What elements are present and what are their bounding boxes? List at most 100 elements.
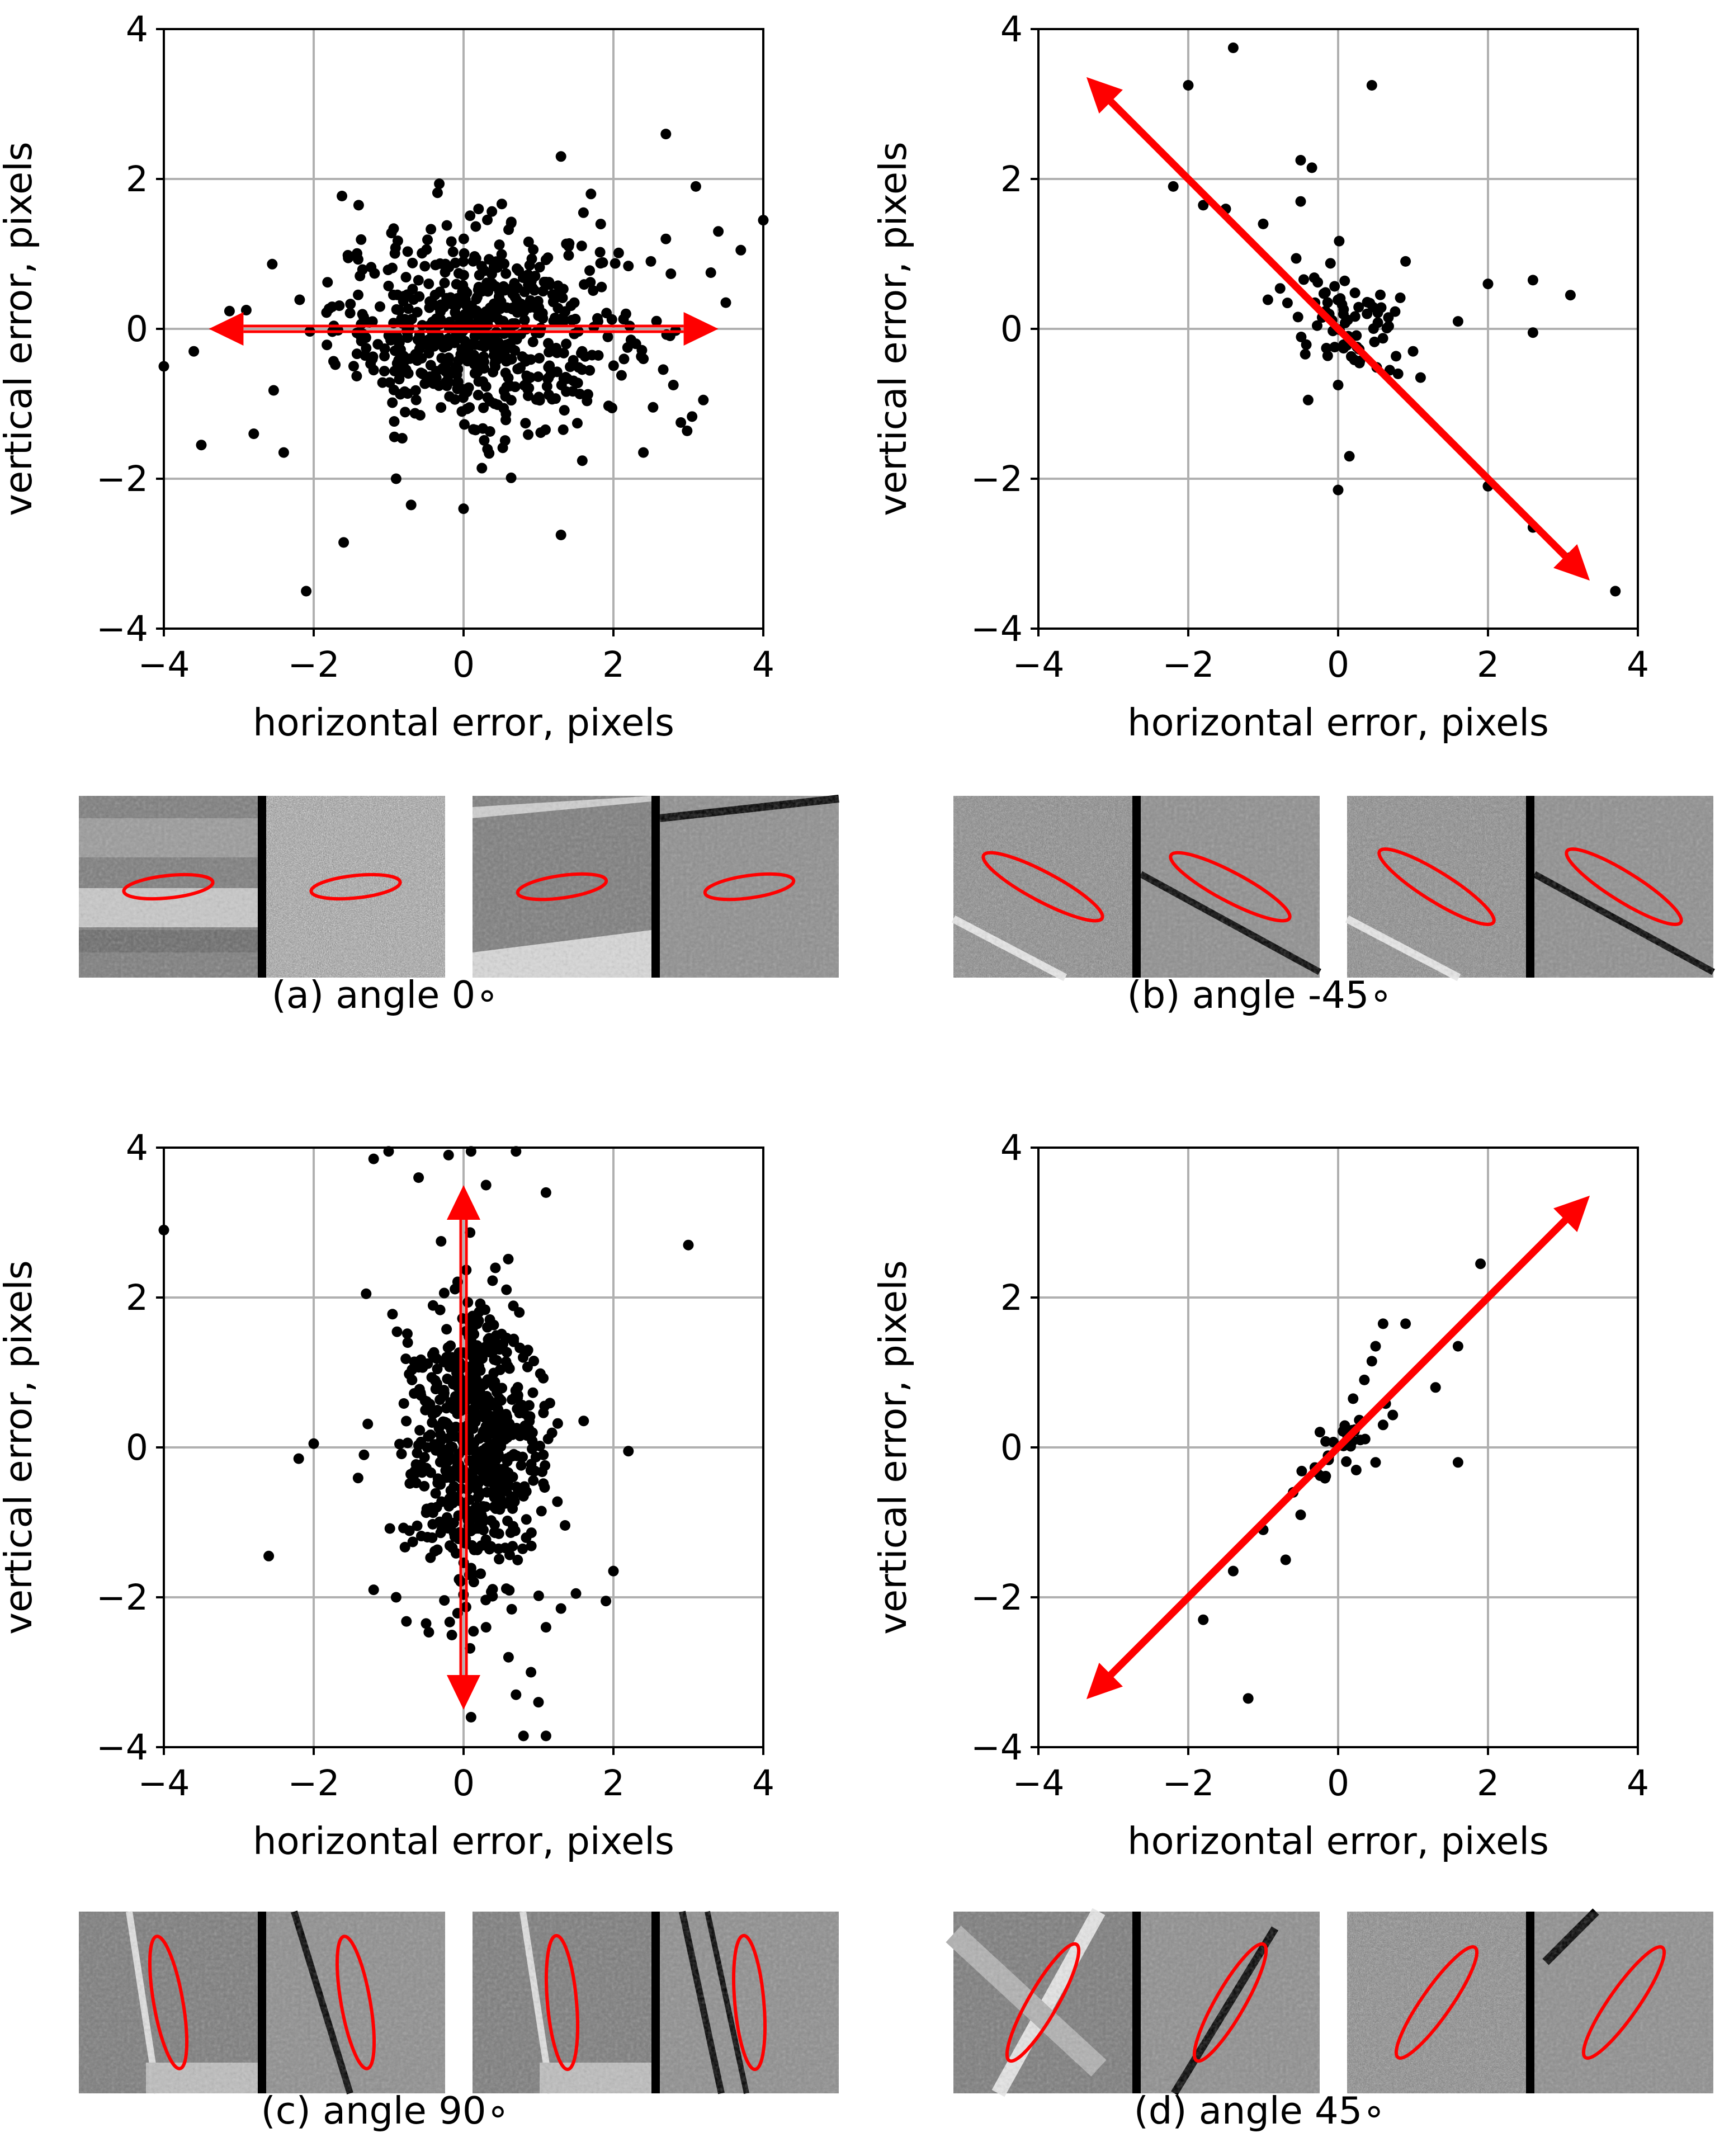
scatter-points	[1198, 1258, 1486, 1704]
data-point	[720, 297, 731, 308]
data-point	[379, 343, 390, 355]
data-point	[519, 380, 530, 391]
data-point	[442, 1342, 453, 1353]
uncertainty-ellipse	[516, 872, 608, 902]
data-point	[496, 249, 507, 260]
data-point	[466, 1455, 478, 1466]
data-point	[1362, 308, 1373, 319]
data-point	[528, 244, 539, 255]
y-tick-label: 4	[1000, 9, 1023, 50]
data-point	[522, 1344, 533, 1356]
x-tick-label: 0	[1327, 644, 1349, 685]
data-point	[473, 1353, 484, 1365]
y-tick-label: 2	[126, 159, 148, 200]
data-point	[476, 1502, 488, 1513]
thumbnail-grain	[79, 1912, 258, 2093]
data-point	[623, 261, 634, 272]
uncertainty-ellipse	[1377, 847, 1496, 926]
data-point	[540, 1187, 551, 1198]
data-point	[387, 397, 398, 408]
thumbnail-separator	[651, 796, 660, 978]
data-point	[462, 1297, 474, 1308]
data-point	[432, 1544, 443, 1555]
data-point	[607, 402, 618, 413]
data-point	[446, 236, 457, 247]
data-point	[368, 1584, 379, 1596]
scatter-points	[158, 129, 769, 597]
data-point	[594, 247, 606, 258]
data-point	[415, 1354, 427, 1365]
data-point	[443, 1501, 455, 1512]
y-axis-label: vertical error, pixels	[871, 1260, 915, 1634]
data-point	[368, 365, 379, 376]
data-point	[1282, 298, 1293, 309]
data-point	[458, 233, 469, 244]
data-point	[596, 281, 607, 293]
data-point	[353, 289, 364, 300]
data-point	[1370, 1457, 1381, 1468]
data-point	[570, 1588, 582, 1599]
data-point	[528, 1475, 539, 1486]
data-point	[263, 1550, 275, 1561]
data-point	[1322, 297, 1333, 308]
data-point	[429, 1375, 441, 1386]
x-axis-label: horizontal error, pixels	[1127, 701, 1549, 744]
data-point	[410, 394, 422, 405]
data-point	[558, 424, 569, 435]
data-point	[398, 1398, 409, 1409]
data-point	[432, 187, 443, 199]
data-point	[529, 302, 540, 313]
y-axis-label: vertical error, pixels	[0, 1260, 40, 1634]
data-point	[485, 1515, 497, 1526]
data-point	[440, 258, 451, 270]
data-point	[502, 1515, 513, 1526]
data-point	[514, 1307, 525, 1318]
data-point	[394, 1438, 405, 1450]
data-point	[1311, 320, 1322, 331]
data-point	[1298, 274, 1309, 285]
data-point	[489, 1527, 500, 1539]
data-point	[568, 355, 579, 366]
thumbnail-grain	[1534, 1912, 1713, 2093]
data-point	[338, 537, 349, 548]
thumbnail-image	[266, 1910, 445, 2094]
data-point	[1168, 181, 1179, 192]
data-point	[473, 1411, 484, 1422]
x-tick-label: 2	[602, 644, 625, 685]
thumbnail-grain	[1141, 1912, 1320, 2093]
x-tick-label: 2	[1477, 644, 1499, 685]
data-point	[578, 207, 589, 218]
data-point	[510, 1385, 521, 1396]
data-point	[389, 431, 400, 442]
data-point	[456, 406, 467, 417]
data-point	[470, 424, 481, 436]
x-axis-label: horizontal error, pixels	[1127, 1819, 1549, 1863]
data-point	[526, 1667, 537, 1678]
data-point	[388, 223, 399, 234]
data-point	[1400, 256, 1411, 267]
data-point	[343, 252, 354, 263]
data-point	[468, 1626, 479, 1637]
data-point	[1333, 380, 1344, 390]
data-point	[427, 297, 438, 308]
data-point	[660, 233, 672, 244]
data-point	[552, 1496, 563, 1507]
data-point	[584, 265, 596, 276]
data-point	[465, 1711, 476, 1723]
x-tick-label: 2	[602, 1763, 625, 1804]
data-point	[475, 1568, 486, 1579]
data-point	[519, 286, 530, 298]
data-point	[561, 338, 572, 350]
data-point	[353, 200, 364, 211]
x-tick-label: −2	[288, 644, 340, 685]
thumbnail-grain	[79, 796, 258, 978]
data-point	[1527, 327, 1538, 338]
thumbnail-grain	[266, 1912, 445, 2093]
data-point	[568, 375, 579, 386]
data-point	[426, 339, 437, 351]
data-point	[436, 1418, 447, 1430]
data-point	[552, 1418, 563, 1429]
data-point	[687, 411, 698, 422]
thumbnail-strip	[951, 796, 1715, 982]
